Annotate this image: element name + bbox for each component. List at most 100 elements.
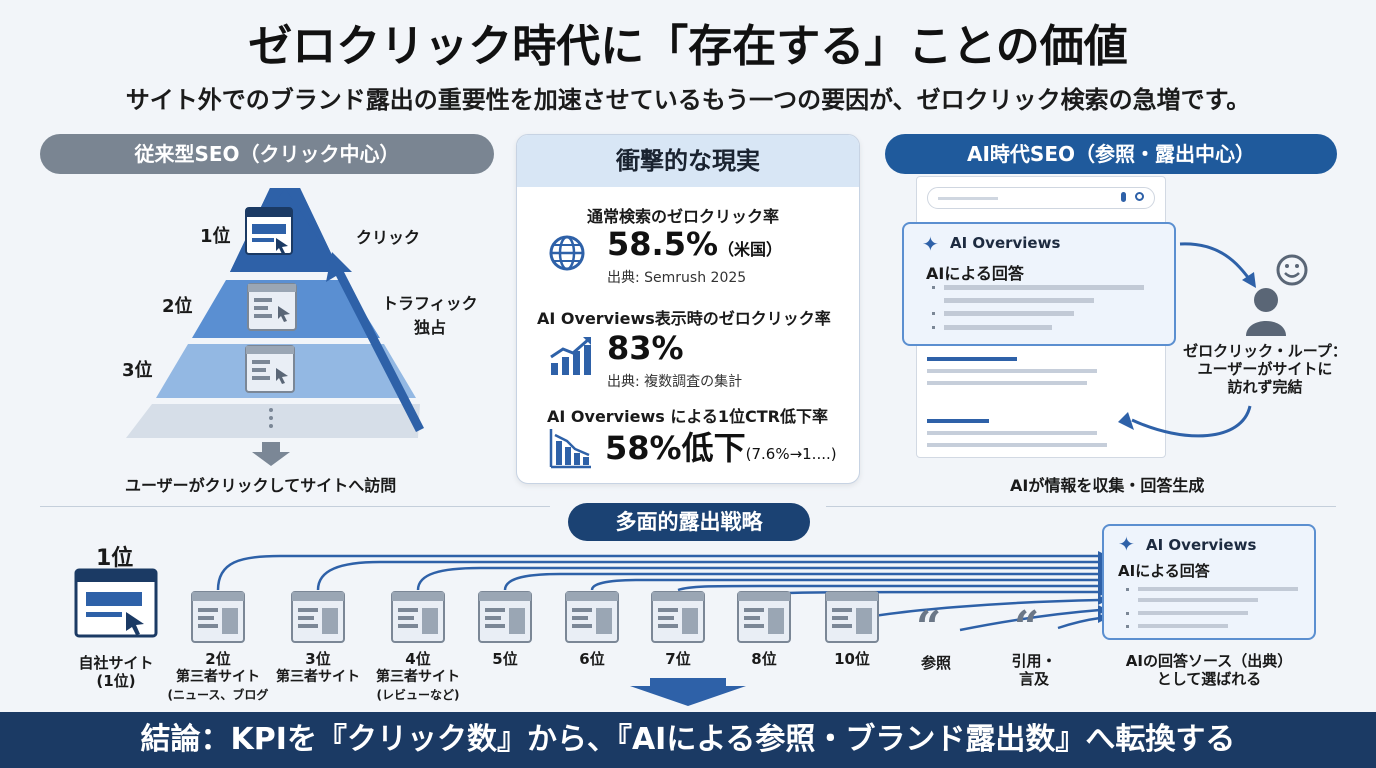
loop-label-line3: 訪れず完結 — [1227, 378, 1303, 396]
exposure-strategy-diagram: “ “ — [74, 551, 1108, 706]
user-icon — [1254, 288, 1278, 312]
traditional-seo-heading: 従来型SEO（クリック中心） — [40, 134, 494, 174]
traditional-seo-caption: ユーザーがクリックしてサイトへ訪問 — [125, 476, 397, 495]
card-heading: 衝撃的な現実 — [517, 135, 859, 187]
source-label: 3位 第三者サイト — [263, 650, 373, 686]
zero-click-loop-label: ゼロクリック・ループ： ユーザーがサイトに 訪れず完結 — [1170, 342, 1360, 396]
click-traffic-arrow — [326, 252, 424, 432]
rank-label-2: 2位 — [162, 296, 193, 317]
source-label: 4位 第三者サイト (レビューなど) — [363, 650, 473, 704]
source-label-line1: 第三者サイト — [176, 669, 260, 685]
citation-label: 引用・ 言及 — [1004, 652, 1064, 688]
source-label-rank: 6位 — [579, 650, 605, 668]
stat1-suffix: （米国） — [718, 240, 783, 259]
source-label: 8位 — [709, 650, 819, 668]
source-label-rank: 3位 — [305, 650, 331, 668]
stat3-label: AI Overviews による1位CTR低下率 — [547, 407, 828, 426]
own-site-label-line1: 自社サイト — [78, 654, 154, 672]
source-page-icon — [825, 591, 879, 643]
source-label-rank: 10位 — [834, 650, 870, 668]
rising-chart-icon — [550, 337, 591, 375]
ai-overviews-title-2: AI Overviews — [1146, 536, 1257, 554]
source-label-rank: 2位 — [205, 650, 231, 668]
falling-chart-icon — [549, 429, 591, 469]
page-title: ゼロクリック時代に「存在する」ことの価値 — [248, 21, 1128, 72]
click-label: クリック — [356, 228, 421, 247]
stat3-value: 58%低下 — [605, 429, 746, 467]
sparkle-icon: ✦ — [922, 232, 939, 256]
source-page-icon — [565, 591, 619, 643]
ai-overviews-panel: ✦ AI Overviews AIによる回答 — [902, 222, 1176, 346]
more-dots-icon — [269, 408, 273, 428]
search-icon — [1135, 192, 1144, 201]
ai-overviews-title: AI Overviews — [950, 234, 1061, 252]
source-page-icon — [291, 591, 345, 643]
source-label-rank: 7位 — [665, 650, 691, 668]
source-page-icon — [737, 591, 791, 643]
citation-label-line1: 引用・ — [1011, 652, 1057, 670]
rank3-page-icon — [245, 345, 295, 393]
traffic-label-line2: 独占 — [414, 318, 447, 337]
stat2-source: 出典: 複数調査の集計 — [607, 374, 743, 390]
source-label-line2: (レビューなど) — [376, 688, 460, 702]
source-label-rank: 5位 — [492, 650, 518, 668]
stat3-suffix: (7.6%→1....) — [745, 445, 837, 463]
divider-left — [40, 506, 550, 507]
quote-icon-reference: “ — [916, 602, 941, 653]
source-label-rank: 4位 — [405, 650, 431, 668]
pyramid-layer-4 — [126, 404, 420, 438]
rank1-page-icon — [245, 207, 293, 255]
quote-icon-citation: “ — [1014, 602, 1039, 653]
stat1-source: 出典: Semrush 2025 — [607, 270, 747, 286]
ai-source-caption-line1: AIの回答ソース（出典） — [1125, 652, 1293, 670]
loop-label-line1: ゼロクリック・ループ： — [1183, 342, 1347, 360]
strategy-heading: 多面的露出戦略 — [568, 503, 810, 541]
zero-click-loop-diagram — [1118, 242, 1308, 438]
conclusion-banner: 結論：KPIを『クリック数』から、『AIによる参照・ブランド露出数』へ転換する — [0, 712, 1376, 768]
ai-answer-label: AIによる回答 — [926, 264, 1024, 283]
ai-overviews-answer-box: ✦ AI Overviews AIによる回答 — [1102, 524, 1316, 640]
down-arrow-icon — [252, 442, 290, 466]
source-page-icon — [391, 591, 445, 643]
ai-seo-heading: AI時代SEO（参照・露出中心） — [885, 134, 1337, 174]
globe-icon — [549, 235, 585, 271]
traffic-label-line1: トラフィック — [382, 294, 478, 313]
source-label: 5位 — [450, 650, 560, 668]
stat1-value-line: 58.5%（米国） — [607, 225, 782, 263]
stat1-value: 58.5% — [607, 225, 719, 263]
source-page-icon — [191, 591, 245, 643]
search-bar — [927, 187, 1155, 209]
ai-seo-caption: AIが情報を収集・回答生成 — [1010, 476, 1205, 495]
own-site-label-line2: (1位) — [96, 672, 136, 690]
own-rank-label: 1位 — [96, 546, 134, 571]
loop-label-line2: ユーザーがサイトに — [1197, 360, 1333, 378]
stat3-value-line: 58%低下(7.6%→1....) — [605, 423, 837, 469]
conclusion-arrow-icon — [630, 678, 746, 706]
rank2-page-icon — [247, 283, 297, 331]
stat2-label: AI Overviews表示時のゼロクリック率 — [537, 309, 831, 328]
sparkle-icon-2: ✦ — [1118, 532, 1135, 556]
shocking-reality-card: 衝撃的な現実 通常検索のゼロクリック率 58.5%（米国） 出典: Semrus… — [516, 134, 860, 484]
traditional-seo-pyramid-diagram — [126, 188, 424, 466]
source-label-line2: (ニュース、ブログ — [167, 688, 269, 702]
page-subtitle: サイト外でのブランド露出の重要性を加速させているもう一つの要因が、ゼロクリック検… — [125, 86, 1251, 114]
source-label: 7位 — [623, 650, 733, 668]
source-label-rank: 8位 — [751, 650, 777, 668]
source-page-icon — [478, 591, 532, 643]
source-label-line1: 第三者サイト — [276, 669, 360, 685]
reference-label: 参照 — [920, 654, 951, 672]
source-label: 2位 第三者サイト (ニュース、ブログ — [163, 650, 273, 704]
rank-label-1: 1位 — [200, 226, 231, 247]
rank-label-3: 3位 — [122, 360, 153, 381]
divider-right — [826, 506, 1336, 507]
own-site-label: 自社サイト (1位) — [66, 654, 166, 690]
ai-source-caption: AIの回答ソース（出典） として選ばれる — [1096, 652, 1322, 688]
stat1-label: 通常検索のゼロクリック率 — [587, 207, 780, 226]
own-site-icon — [74, 568, 158, 638]
source-label-line1: 第三者サイト — [376, 669, 460, 685]
source-label: 10位 — [797, 650, 907, 668]
ai-answer-label-2: AIによる回答 — [1118, 562, 1210, 580]
ai-source-caption-line2: として選ばれる — [1156, 670, 1262, 688]
smiley-icon — [1276, 254, 1308, 286]
microphone-icon — [1121, 192, 1126, 202]
